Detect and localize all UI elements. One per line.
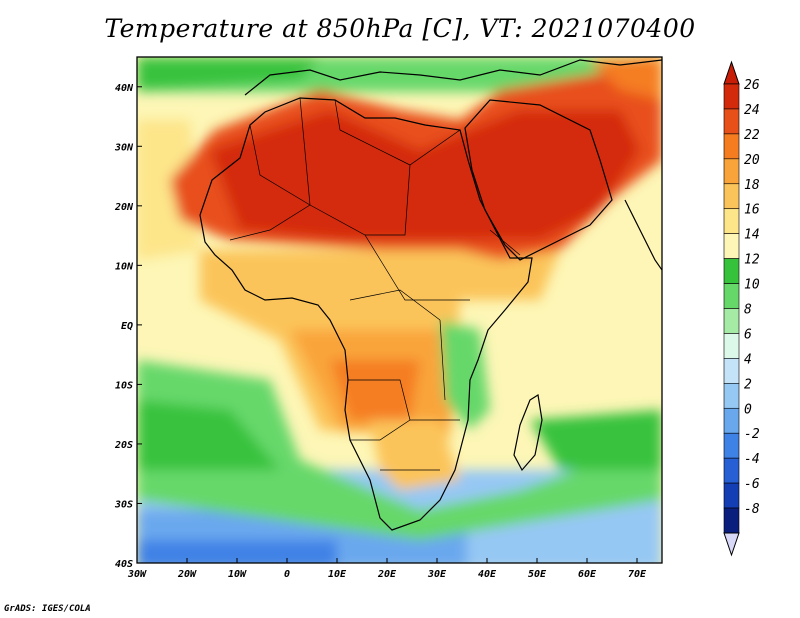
colorbar-label: -8 (744, 502, 760, 517)
lon-tick-label: 20W (177, 569, 197, 580)
lat-tick-label: 20N (114, 202, 134, 213)
colorbar-segment (723, 158, 740, 185)
lat-tick-label: EQ (121, 321, 133, 332)
lat-tick-label: 40S (115, 559, 133, 570)
lon-tick-label: 60E (578, 569, 597, 580)
country-borders (229, 97, 521, 471)
europe-coastline (244, 59, 662, 96)
colorbar-segment (723, 283, 740, 309)
lat-tick-label: 40N (115, 83, 134, 94)
colorbar-segment (723, 482, 740, 509)
colorbar-segment (723, 407, 740, 434)
colorbar-segment (723, 208, 740, 234)
colorbar-segment (723, 383, 740, 409)
colorbar-segment (723, 183, 740, 210)
colorbar-segment (723, 333, 740, 359)
colorbar-segment (723, 133, 740, 160)
colorbar-segment (723, 233, 740, 259)
lat-tick-label: 20S (114, 440, 133, 451)
colorbar-segment (723, 358, 740, 384)
colorbar-label: 6 (744, 327, 752, 342)
colorbar-segment (723, 507, 740, 534)
lat-tick-label: 30S (114, 499, 133, 510)
colorbar-label: 8 (744, 303, 752, 318)
lon-tick-label: 30W (127, 569, 147, 580)
colorbar-label: 14 (744, 228, 760, 243)
colorbar-label: 22 (744, 128, 760, 143)
lat-tick-label: 10N (115, 261, 134, 272)
madagascar-coastline (513, 394, 543, 472)
colorbar-label: 24 (744, 103, 760, 118)
colorbar-segment (723, 308, 740, 334)
axis-ticks: 30W 20W 10W 0 10E 20E 30E 40E 50E 60E 70E 40N 30N 20N… (114, 83, 647, 580)
colorbar-label: 18 (744, 178, 760, 193)
colorbar-label: 16 (744, 203, 760, 218)
lon-tick-label: 50E (528, 569, 547, 580)
colorbar-segment (723, 432, 740, 459)
lat-tick-label: 10S (115, 380, 133, 391)
colorbar-label: 26 (744, 78, 760, 93)
lon-tick-label: 20E (377, 569, 397, 580)
temperature-field (137, 57, 662, 563)
colorbar-top-cap (723, 60, 740, 85)
colorbar-label: 0 (744, 402, 752, 417)
colorbar-label: 12 (744, 253, 760, 268)
colorbar-label: -6 (744, 477, 760, 492)
arabia-coastline (464, 99, 613, 261)
colorbar-label: 2 (744, 377, 752, 392)
lat-tick-label: 30N (114, 142, 134, 153)
colorbar-label: 20 (744, 153, 760, 168)
colorbar-label: 10 (744, 278, 760, 293)
credit-text: GrADS: IGES/COLA (4, 604, 91, 614)
colorbar-label: -4 (744, 452, 760, 467)
plot-frame (136, 56, 663, 564)
africa-coastline (199, 97, 533, 531)
lon-tick-label: 30E (427, 569, 447, 580)
map-title: Temperature at 850hPa [C], VT: 202107040… (104, 14, 696, 43)
lon-tick-label: 10W (228, 569, 247, 580)
colorbar-segment (723, 457, 740, 484)
lon-tick-label: 70E (628, 569, 647, 580)
colorbar-label: 4 (744, 352, 752, 367)
coastlines (199, 59, 662, 531)
lon-tick-label: 10E (328, 569, 347, 580)
lon-tick-label: 40E (478, 569, 497, 580)
colorbar-segment (723, 83, 740, 110)
colorbar-bottom-cap (723, 532, 740, 557)
india-coastline (624, 199, 662, 271)
colorbar-label: -2 (744, 427, 760, 442)
lon-tick-label: 0 (284, 569, 290, 580)
colorbar-segment (723, 108, 740, 135)
colorbar-segment (723, 258, 740, 284)
